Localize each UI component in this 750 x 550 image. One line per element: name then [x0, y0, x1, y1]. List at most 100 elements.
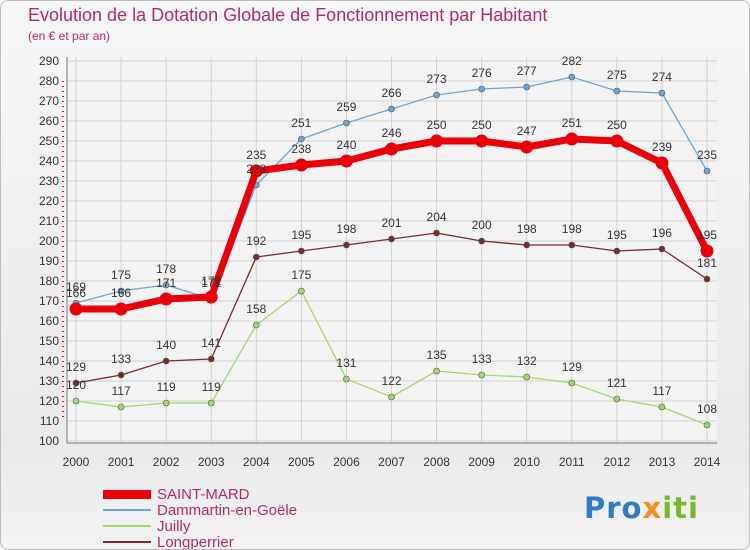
y-tick-label: 220 — [39, 194, 59, 208]
data-label: 246 — [381, 126, 401, 140]
data-point — [703, 167, 711, 175]
y-tick-label: 160 — [39, 314, 59, 328]
data-point — [523, 241, 531, 249]
data-point — [339, 154, 353, 168]
data-label: 239 — [652, 140, 672, 154]
data-point — [385, 142, 398, 156]
data-label: 238 — [291, 142, 311, 156]
data-point — [655, 156, 669, 170]
data-label: 200 — [472, 218, 492, 232]
data-point — [294, 158, 308, 172]
data-label: 275 — [607, 68, 627, 82]
data-label: 196 — [652, 226, 672, 240]
y-tick-label: 240 — [39, 154, 59, 168]
data-label: 277 — [517, 64, 537, 78]
data-point — [613, 395, 621, 403]
x-tick-label: 2011 — [559, 455, 585, 469]
data-point — [388, 235, 395, 243]
data-point — [568, 241, 576, 249]
legend-swatch — [103, 489, 151, 499]
x-tick-label: 2000 — [63, 455, 90, 469]
data-label: 201 — [381, 216, 401, 230]
data-point — [568, 73, 576, 81]
data-point — [249, 164, 263, 178]
proxiti-logo: Proxiti — [584, 491, 699, 525]
data-label: 169 — [66, 280, 86, 294]
y-tick-label: 150 — [39, 334, 59, 348]
data-label: 235 — [246, 148, 266, 162]
data-point — [433, 367, 440, 375]
x-tick-label: 2010 — [513, 455, 540, 469]
logo-part-3: iti — [662, 491, 699, 525]
data-label: 250 — [472, 118, 492, 132]
data-label: 122 — [381, 374, 401, 388]
y-tick-label: 250 — [39, 134, 59, 148]
data-point — [117, 403, 125, 411]
data-label: 135 — [427, 348, 447, 362]
logo-part-2: x — [642, 491, 663, 525]
data-label: 120 — [66, 378, 86, 392]
x-tick-label: 2006 — [333, 455, 360, 469]
data-label: 108 — [697, 402, 717, 416]
data-label: 195 — [697, 228, 717, 242]
data-point — [298, 247, 305, 255]
data-label: 192 — [246, 234, 266, 248]
data-point — [298, 287, 305, 295]
logo-part-1: Pro — [584, 491, 643, 525]
legend-label: Dammartin-en-Goële — [157, 501, 298, 519]
data-point — [343, 119, 350, 127]
data-label: 141 — [201, 336, 221, 350]
data-label: 247 — [517, 124, 537, 138]
data-point — [114, 302, 128, 316]
legend-swatch — [103, 525, 151, 527]
data-label: 140 — [156, 338, 176, 352]
data-label: 198 — [517, 222, 537, 236]
data-label: 195 — [291, 228, 311, 242]
data-label: 276 — [472, 66, 492, 80]
y-tick-label: 280 — [39, 74, 59, 88]
y-tick-label: 200 — [39, 234, 59, 248]
data-point — [162, 357, 170, 365]
data-label: 175 — [111, 268, 131, 282]
data-label: 181 — [697, 256, 717, 270]
data-point — [207, 399, 215, 407]
data-point — [433, 229, 440, 237]
data-label: 198 — [336, 222, 356, 236]
data-point — [433, 91, 440, 99]
data-label: 175 — [291, 268, 311, 282]
data-point — [658, 403, 666, 411]
data-label: 240 — [336, 138, 356, 152]
y-tick-label: 270 — [39, 94, 59, 108]
x-tick-label: 2013 — [649, 455, 676, 469]
y-tick-label: 210 — [39, 214, 59, 228]
data-point — [700, 244, 714, 258]
data-point — [117, 371, 125, 379]
x-tick-label: 2002 — [153, 455, 180, 469]
y-tick-label: 260 — [39, 114, 59, 128]
data-label: 235 — [697, 148, 717, 162]
data-point — [72, 379, 80, 387]
y-tick-label: 290 — [39, 54, 59, 68]
x-tick-label: 2001 — [108, 455, 135, 469]
data-point — [613, 247, 621, 255]
data-point — [565, 132, 579, 146]
y-tick-label: 140 — [39, 354, 59, 368]
data-label: 282 — [562, 54, 582, 68]
data-label: 273 — [427, 72, 447, 86]
x-tick-label: 2009 — [468, 455, 495, 469]
data-point — [478, 237, 485, 245]
data-label: 133 — [111, 352, 131, 366]
legend-label: Longperrier — [157, 533, 234, 550]
data-point — [117, 287, 125, 295]
data-label: 251 — [562, 116, 582, 130]
data-point — [703, 421, 711, 429]
data-label: 133 — [472, 352, 492, 366]
data-point — [207, 355, 215, 363]
data-point — [658, 245, 666, 253]
chart-subtitle: (en € et par an) — [28, 29, 111, 43]
data-point — [478, 371, 485, 379]
legend-entry: Juilly — [103, 518, 190, 535]
data-label: 204 — [427, 210, 447, 224]
